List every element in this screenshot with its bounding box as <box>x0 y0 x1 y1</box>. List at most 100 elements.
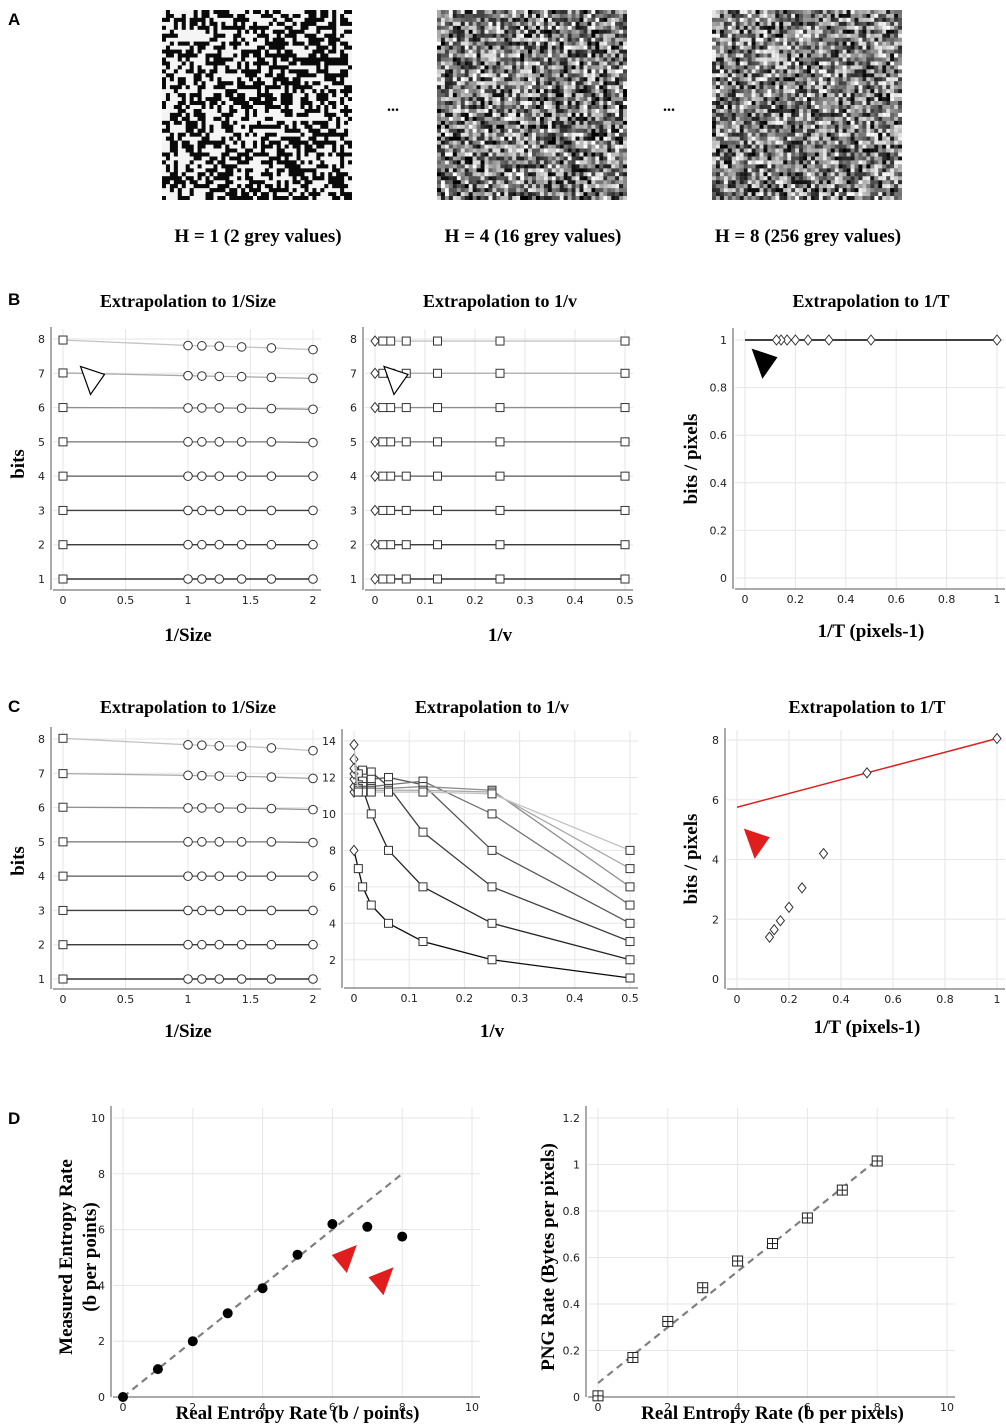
y-tick-label: 0.2 <box>710 524 728 537</box>
y-tick-label: 6 <box>712 794 719 807</box>
x-tick-label: 0.5 <box>616 594 634 607</box>
chart-title: Extrapolation to 1/v <box>415 697 569 717</box>
chart-title: Extrapolation to 1/T <box>788 697 945 717</box>
data-point-plus <box>662 1316 673 1327</box>
data-point-circle <box>214 341 225 352</box>
data-point-circle <box>266 343 277 353</box>
data-point-square <box>366 809 376 819</box>
data-point-circle <box>266 939 277 950</box>
data-point-dot <box>152 1364 163 1375</box>
data-point-square <box>487 882 497 892</box>
data-point-circle <box>214 803 225 813</box>
data-point-square <box>378 574 388 584</box>
data-point-diamond <box>803 334 813 346</box>
y-tick-label: 2 <box>38 539 45 552</box>
data-point-square <box>625 918 635 928</box>
y-tick-label: 0.4 <box>563 1298 581 1311</box>
data-point-circle <box>266 574 277 584</box>
data-point-square <box>378 403 388 413</box>
data-point-circle <box>197 905 207 916</box>
data-point-circle <box>197 770 207 781</box>
data-point-square <box>487 918 497 928</box>
y-tick-label: 1 <box>38 973 45 986</box>
data-point-diamond <box>790 334 801 346</box>
data-point-square <box>386 471 396 481</box>
data-point-square <box>58 335 68 345</box>
data-point-square <box>58 940 68 950</box>
open-triangle-marker <box>383 365 409 396</box>
data-point-square <box>487 809 497 819</box>
y-axis-label: PNG Rate (Bytes per pixels) <box>538 1143 559 1371</box>
data-point-circle <box>236 974 247 984</box>
data-point-circle <box>197 974 207 984</box>
data-point-circle <box>197 837 207 847</box>
noise-pixels <box>437 10 627 200</box>
data-point-square <box>58 974 68 984</box>
data-point-square <box>625 864 635 874</box>
y-tick-label: 5 <box>38 436 45 449</box>
data-point-square <box>378 437 388 447</box>
data-point-square <box>495 540 505 550</box>
x-tick-label: 0.2 <box>456 992 474 1005</box>
data-point-square <box>384 918 393 928</box>
data-point-circle <box>308 505 318 516</box>
data-point-circle <box>236 837 247 847</box>
y-tick-label: 5 <box>38 836 45 849</box>
y-tick-label: 2 <box>98 1335 105 1348</box>
data-point-dot <box>187 1336 198 1347</box>
data-point-circle <box>214 539 225 550</box>
y-tick-label: 8 <box>350 333 357 346</box>
x-axis-label: 1/T (pixels-1) <box>814 1017 921 1038</box>
chart-b-v: 0 0.1 0.2 0.3 0.4 0.5 1 2 3 4 5 6 7 8 Extrapolation to… <box>350 291 634 646</box>
data-point-diamond <box>992 732 1002 745</box>
data-point-diamond <box>370 335 380 347</box>
x-tick-label: 0 <box>742 593 749 606</box>
noise-pixels <box>712 57 855 94</box>
y-tick-label: 0.6 <box>710 429 728 442</box>
data-point-circle <box>197 437 207 447</box>
data-point-circle <box>236 871 247 881</box>
data-point-circle <box>266 539 277 550</box>
y-tick-label: 0.8 <box>563 1205 581 1218</box>
y-tick-label: 10 <box>91 1112 105 1125</box>
x-tick-label: 8 <box>399 1401 406 1414</box>
data-point-square <box>495 437 505 447</box>
data-point-dot <box>118 1392 128 1402</box>
data-point-circle <box>214 905 225 916</box>
data-point-circle <box>183 370 193 381</box>
y-tick-label: 6 <box>98 1224 105 1237</box>
y-tick-label: 8 <box>38 733 45 746</box>
data-point-circle <box>214 939 225 950</box>
data-point-circle <box>236 471 247 481</box>
data-point-circle <box>197 574 207 584</box>
panel-letter-c: C <box>8 697 20 716</box>
data-point-circle <box>183 837 193 847</box>
y-tick-label: 0.4 <box>710 477 728 490</box>
data-point-circle <box>266 743 277 753</box>
x-tick-label: 0.2 <box>787 593 805 606</box>
x-tick-label: 1 <box>994 593 1001 606</box>
noise-pixels <box>723 10 891 189</box>
chart-c-t: 0 0.2 0.4 0.6 0.8 1 0 2 4 6 8 Extrapolation to 1/T 1… <box>681 697 1005 1038</box>
chart-title: Extrapolation to 1/T <box>792 291 949 311</box>
data-point-circle <box>266 437 277 447</box>
data-point-circle <box>308 437 318 448</box>
data-point-circle <box>266 905 277 916</box>
data-point-circle <box>308 344 318 355</box>
x-tick-label: 10 <box>940 1401 954 1414</box>
data-point-square <box>620 403 630 413</box>
data-point-square <box>495 471 505 481</box>
data-point-circle <box>236 505 247 516</box>
black-triangle-marker <box>751 348 778 379</box>
data-point-square <box>366 787 376 797</box>
y-tick-label: 8 <box>329 844 336 857</box>
data-point-diamond <box>349 738 359 751</box>
data-point-plus <box>802 1212 813 1223</box>
data-point-circle <box>308 404 318 415</box>
x-tick-label: 0.6 <box>884 993 902 1006</box>
data-point-square <box>495 336 505 346</box>
chart-title: Extrapolation to 1/Size <box>100 291 276 311</box>
y-axis-label: bits / pixels <box>681 414 702 505</box>
x-tick-label: 0.8 <box>938 593 956 606</box>
x-axis-label: 1/v <box>488 625 513 646</box>
